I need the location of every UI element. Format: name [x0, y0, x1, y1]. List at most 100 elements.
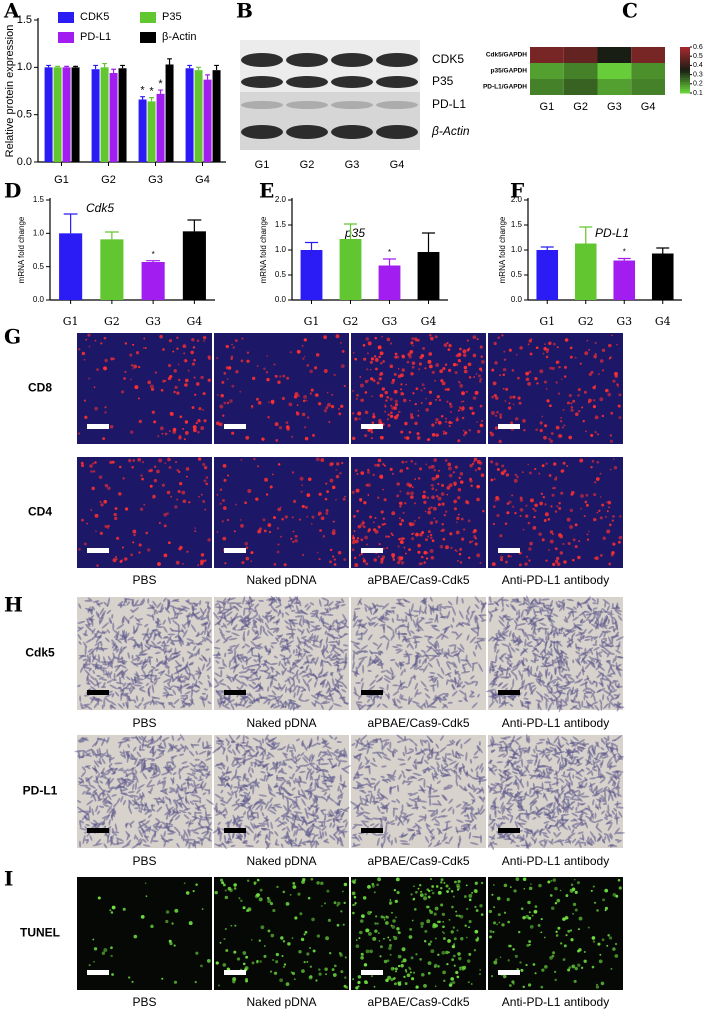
scale-bar [224, 690, 246, 695]
bar [139, 100, 147, 162]
cell [204, 466, 207, 469]
legend-label: β-Actin [162, 31, 196, 43]
cell [399, 502, 403, 506]
cell [503, 368, 507, 372]
cell [399, 664, 405, 666]
cell [390, 468, 393, 471]
cell [198, 457, 201, 460]
cell [472, 463, 474, 465]
cell [548, 438, 550, 440]
cell [391, 533, 393, 535]
cell [466, 391, 468, 393]
cell [429, 365, 433, 369]
cell [559, 502, 561, 504]
cell [400, 373, 404, 377]
heatmap-cell [631, 63, 665, 79]
cell [528, 559, 530, 561]
cell [403, 399, 407, 403]
cell [481, 356, 483, 358]
cell [463, 354, 466, 357]
cell [556, 360, 559, 363]
cell [442, 367, 445, 370]
cell [585, 430, 587, 432]
cell [165, 432, 168, 435]
cell [422, 347, 425, 350]
cell [579, 459, 583, 463]
cell [610, 356, 612, 358]
cell [235, 339, 238, 342]
cell [420, 389, 422, 391]
cell [375, 368, 378, 371]
bar [204, 80, 212, 162]
cell [176, 561, 180, 565]
cell [352, 437, 356, 441]
cell [430, 506, 433, 509]
cell [552, 494, 555, 497]
cell [167, 491, 171, 495]
cell [372, 474, 375, 477]
scale-bar [224, 548, 246, 553]
cell [559, 434, 562, 437]
cell [147, 548, 150, 551]
cell [563, 560, 567, 564]
cell [493, 382, 497, 386]
cell [540, 421, 543, 424]
x-tick-label: G1 [539, 315, 555, 328]
cell [250, 560, 252, 562]
cell [557, 346, 559, 348]
cell [391, 406, 394, 409]
cell [176, 469, 178, 471]
cell [142, 461, 144, 463]
panel-letter: E [259, 179, 274, 203]
cell [227, 474, 229, 476]
cell [475, 542, 478, 545]
cell [514, 512, 516, 514]
cell [444, 343, 448, 347]
cell [389, 364, 393, 368]
cell [286, 421, 289, 424]
cell [386, 396, 389, 399]
cell [132, 344, 134, 346]
cell [292, 541, 294, 543]
cell [587, 533, 589, 535]
cell [219, 404, 223, 408]
cell [411, 337, 414, 340]
bar [183, 231, 206, 300]
cell [200, 562, 203, 565]
cell [282, 397, 285, 400]
cell [419, 467, 422, 470]
cell [367, 352, 369, 354]
cell [94, 407, 98, 411]
cell [395, 353, 398, 356]
cell [422, 383, 425, 386]
cell [496, 411, 499, 414]
cell [87, 334, 90, 337]
scale-bar [87, 690, 109, 695]
cell [343, 498, 346, 501]
cell [386, 547, 388, 549]
cell [573, 538, 576, 541]
cell [491, 396, 494, 399]
cell [378, 555, 380, 557]
cell [176, 337, 178, 339]
cell [578, 410, 581, 413]
cell [382, 489, 384, 491]
cell [220, 394, 223, 397]
cell [217, 531, 219, 533]
cell [367, 380, 369, 382]
cell [245, 557, 249, 561]
cell [257, 465, 259, 467]
cell [447, 342, 449, 344]
cell [590, 466, 592, 468]
bar [195, 70, 203, 162]
cell [618, 416, 621, 419]
cell [128, 459, 131, 462]
x-tick-label: G2 [578, 315, 594, 328]
cell [280, 536, 282, 538]
cell [371, 437, 373, 439]
cell [456, 517, 459, 520]
cell [334, 558, 336, 560]
blot-label: CDK5 [432, 52, 464, 66]
cell [454, 507, 457, 510]
cell [435, 335, 438, 338]
